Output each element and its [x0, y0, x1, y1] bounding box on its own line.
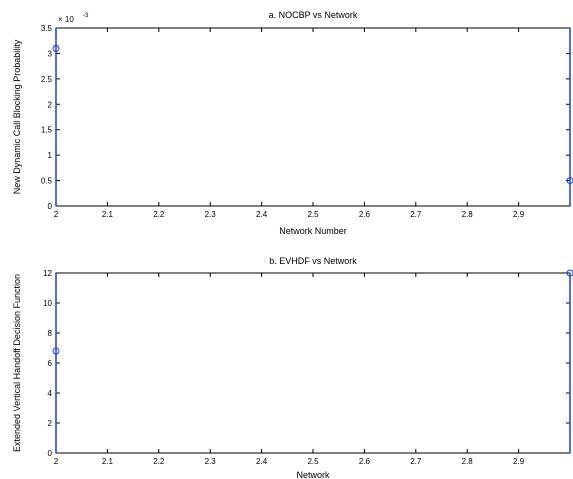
x-tick-label-b: 2.7	[410, 457, 422, 466]
y-tick-label-a: 2	[48, 100, 53, 109]
y-tick-label-b: 10	[43, 299, 52, 308]
x-axis-label-a: Network Number	[279, 226, 347, 236]
x-tick-label-a: 2.1	[102, 210, 114, 219]
x-tick-label-b: 2.3	[205, 457, 217, 466]
x-tick-label-a: 2.7	[410, 210, 422, 219]
chart-title-b: b. EVHDF vs Network	[269, 256, 357, 266]
subplot-a: a. NOCBP vs Network × 10 -3 Network Numb…	[12, 10, 573, 236]
y-exponent-a: -3	[83, 13, 89, 19]
y-tick-label-a: 1.5	[41, 126, 53, 135]
x-tick-label-b: 2.8	[462, 457, 474, 466]
y-tick-label-a: 0	[48, 202, 53, 211]
y-tick-label-b: 12	[43, 269, 52, 278]
x-tick-label-b: 2.6	[359, 457, 371, 466]
data-point-b	[52, 347, 60, 355]
x-tick-label-a: 2.4	[256, 210, 268, 219]
ticks-a: 2 2.1 2.2 2.3 2.4 2.5 2.6 2.7 2.8 2.9 0 0.5 1 1.5 2 2.5…	[41, 24, 570, 219]
x-tick-label-a: 2.3	[205, 210, 217, 219]
y-tick-label-a: 3.5	[41, 24, 53, 33]
x-tick-label-a: 2.2	[153, 210, 165, 219]
series-b	[52, 269, 573, 453]
x-tick-label-a: 2.6	[359, 210, 371, 219]
x-tick-label-a: 2.9	[513, 210, 525, 219]
x-tick-label-b: 2	[54, 457, 59, 466]
plot-area-b	[55, 272, 571, 454]
x-tick-label-b: 2.2	[153, 457, 165, 466]
y-tick-label-a: 3	[48, 49, 53, 58]
data-point-a	[566, 177, 573, 185]
x-tick-label-b: 2.4	[256, 457, 268, 466]
data-point-a	[52, 44, 60, 52]
x-tick-label-a: 2.5	[307, 210, 319, 219]
x-tick-label-a: 2	[54, 210, 59, 219]
y-tick-label-b: 2	[48, 419, 53, 428]
y-axis-label-a: New Dynamic Call Blocking Probability	[12, 39, 22, 194]
y-tick-label-b: 0	[48, 449, 53, 458]
x-tick-label-a: 2.8	[462, 210, 474, 219]
x-tick-label-b: 2.1	[102, 457, 114, 466]
plot-area-a	[55, 27, 571, 207]
x-axis-label-b: Network	[296, 470, 330, 479]
x-tick-label-b: 2.9	[513, 457, 525, 466]
chart-title-a: a. NOCBP vs Network	[269, 10, 358, 20]
y-tick-label-b: 6	[48, 359, 53, 368]
y-tick-label-a: 2.5	[41, 75, 53, 84]
x-tick-label-b: 2.5	[307, 457, 319, 466]
subplot-b: b. EVHDF vs Network Network Extended Ver…	[12, 256, 573, 479]
y-tick-label-b: 4	[48, 389, 53, 398]
y-tick-label-a: 1	[48, 151, 53, 160]
series-a	[52, 28, 573, 206]
y-tick-label-b: 8	[48, 329, 53, 338]
y-axis-label-b: Extended Vertical Handoff Decision Funct…	[12, 274, 22, 452]
y-tick-label-a: 0.5	[41, 177, 53, 186]
data-point-b	[566, 269, 573, 277]
y-multiplier-a: × 10	[58, 15, 74, 24]
